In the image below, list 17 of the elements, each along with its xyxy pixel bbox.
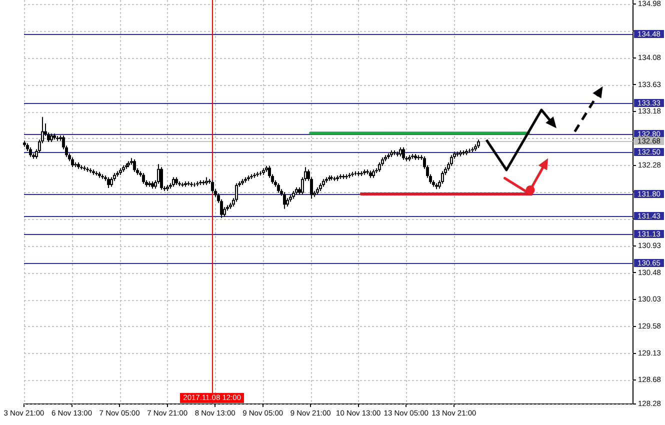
candlestick	[211, 180, 214, 194]
candlestick	[142, 172, 145, 184]
candlestick	[157, 164, 160, 184]
candlestick	[378, 162, 381, 172]
candlestick	[277, 182, 280, 194]
candlestick	[235, 182, 238, 202]
candlestick	[133, 158, 136, 172]
candlestick	[110, 176, 113, 188]
candlestick	[107, 176, 110, 188]
candlestick	[160, 166, 163, 190]
candlestick	[402, 146, 405, 160]
candlestick	[283, 192, 286, 210]
candlestick	[29, 146, 32, 158]
candlestick	[450, 154, 453, 166]
candlestick	[441, 170, 444, 184]
candlestick	[172, 176, 175, 188]
candlestick	[71, 157, 74, 168]
